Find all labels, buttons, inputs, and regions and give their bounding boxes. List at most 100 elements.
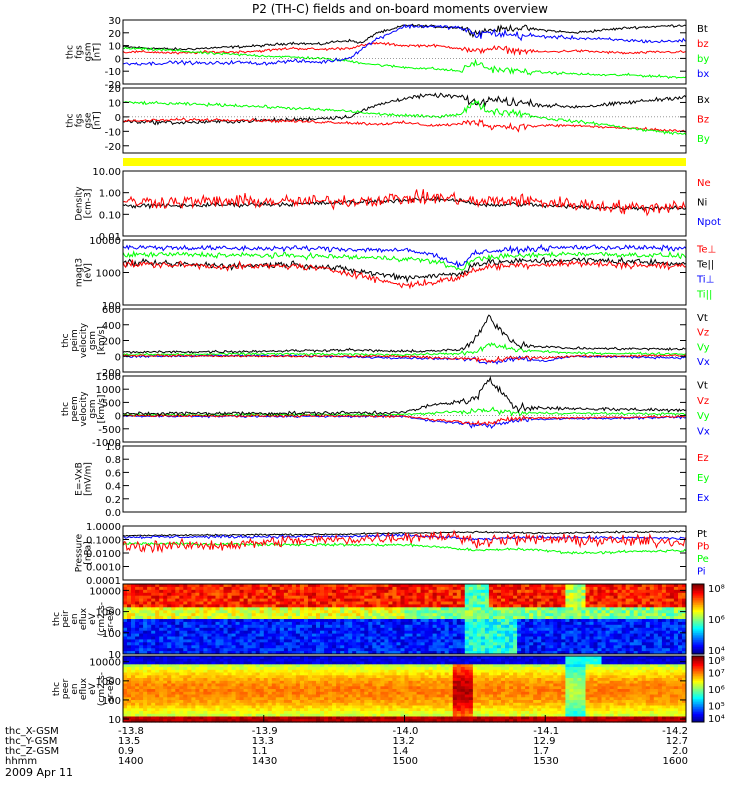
heatmap-cell	[480, 630, 486, 635]
heatmap-cell	[183, 689, 188, 693]
heatmap-cell	[203, 697, 208, 701]
heatmap-cell	[143, 694, 148, 698]
heatmap-cell	[219, 672, 224, 676]
heatmap-cell	[621, 642, 627, 646]
heatmap-cell	[678, 595, 683, 600]
heatmap-cell	[131, 713, 136, 718]
heatmap-cell	[573, 648, 578, 652]
heatmap-cell	[127, 627, 132, 632]
heatmap-cell	[678, 627, 683, 632]
heatmap-cell	[505, 621, 510, 626]
heatmap-cell	[135, 689, 140, 693]
heatmap-cell	[155, 667, 160, 671]
heatmap-cell	[464, 636, 470, 640]
heatmap-cell	[287, 616, 293, 620]
heatmap-cell	[428, 636, 434, 640]
heatmap-cell	[291, 645, 297, 649]
heatmap-cell	[183, 645, 188, 649]
heatmap-cell	[179, 680, 184, 685]
heatmap-cell	[444, 642, 450, 646]
heatmap-cell	[316, 651, 321, 655]
heatmap-cell	[279, 694, 285, 698]
heatmap-cell	[251, 711, 257, 715]
heatmap-cell	[267, 678, 273, 682]
heatmap-cell	[143, 689, 148, 693]
heatmap-cell	[312, 689, 317, 693]
heatmap-cell	[231, 604, 237, 608]
heatmap-cell	[384, 610, 389, 614]
heatmap-cell	[135, 661, 140, 665]
heatmap-cell	[227, 716, 233, 720]
heatmap-cell	[493, 584, 498, 588]
heatmap-cell	[271, 656, 277, 660]
heatmap-cell	[480, 610, 486, 614]
heatmap-cell	[219, 601, 224, 605]
heatmap-cell	[167, 716, 172, 720]
heatmap-cell	[324, 613, 329, 617]
heatmap-cell	[625, 613, 631, 617]
heatmap-cell	[135, 697, 140, 701]
heatmap-cell	[673, 619, 679, 623]
heatmap-cell	[332, 601, 337, 605]
heatmap-cell	[352, 633, 357, 637]
heatmap-cell	[364, 639, 369, 643]
heatmap-cell	[283, 713, 289, 718]
heatmap-cell	[247, 604, 253, 608]
heatmap-cell	[577, 604, 582, 608]
heatmap-cell	[195, 621, 200, 626]
heatmap-cell	[295, 616, 301, 620]
heatmap-cell	[159, 694, 164, 698]
heatmap-cell	[155, 651, 160, 655]
heatmap-cell	[171, 645, 176, 649]
heatmap-cell	[521, 598, 526, 602]
heatmap-cell	[275, 630, 281, 635]
heatmap-cell	[167, 610, 172, 614]
heatmap-cell	[279, 619, 285, 623]
heatmap-cell	[187, 686, 192, 690]
heatmap-cell	[609, 645, 615, 649]
heatmap-cell	[175, 616, 180, 620]
heatmap-cell	[199, 686, 204, 690]
heatmap-cell	[163, 595, 168, 600]
heatmap-cell	[155, 672, 160, 676]
heatmap-cell	[271, 604, 277, 608]
heatmap-cell	[597, 592, 602, 597]
heatmap-cell	[151, 711, 156, 715]
heatmap-cell	[131, 601, 136, 605]
y-axis-label: [km/s]	[97, 326, 107, 355]
heatmap-cell	[271, 619, 277, 623]
heatmap-cell	[279, 601, 285, 605]
heatmap-cell	[533, 601, 538, 605]
heatmap-cell	[657, 645, 663, 649]
heatmap-cell	[392, 601, 397, 605]
heatmap-cell	[135, 648, 140, 652]
heatmap-cell	[271, 697, 277, 701]
heatmap-cell	[336, 616, 341, 620]
heatmap-cell	[384, 601, 389, 605]
heatmap-cell	[279, 711, 285, 715]
heatmap-cell	[464, 627, 470, 632]
heatmap-cell	[163, 680, 168, 685]
heatmap-cell	[657, 630, 663, 635]
heatmap-cell	[316, 675, 321, 679]
heatmap-cell	[299, 639, 305, 643]
heatmap-cell	[497, 642, 502, 646]
heatmap-cell	[661, 645, 667, 649]
heatmap-cell	[267, 686, 273, 690]
heatmap-cell	[155, 691, 160, 696]
heatmap-cell	[328, 661, 333, 665]
heatmap-cell	[131, 680, 136, 685]
heatmap-cell	[501, 645, 506, 649]
heatmap-cell	[561, 636, 566, 640]
colorbar-segment	[692, 631, 704, 634]
heatmap-cell	[585, 613, 590, 617]
heatmap-cell	[488, 616, 494, 620]
heatmap-cell	[380, 601, 385, 605]
heatmap-cell	[380, 584, 385, 588]
heatmap-cell	[127, 672, 132, 676]
heatmap-cell	[344, 586, 349, 591]
heatmap-cell	[155, 607, 160, 611]
heatmap-cell	[247, 595, 253, 600]
heatmap-cell	[299, 672, 305, 676]
heatmap-cell	[223, 702, 228, 707]
